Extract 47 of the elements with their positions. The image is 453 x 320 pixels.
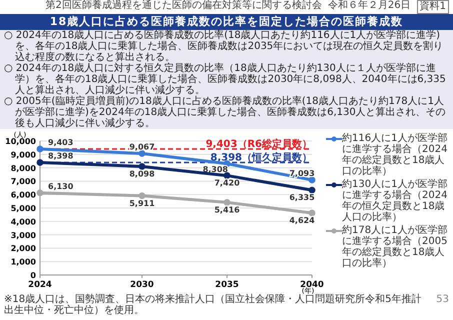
y-tick-label: 6,000 <box>10 190 36 200</box>
point <box>308 186 316 194</box>
point <box>36 159 44 166</box>
ref-line-label: 8,398（恒久定員数） <box>210 151 312 164</box>
data-label: 8,398 <box>48 151 74 160</box>
point <box>36 146 44 152</box>
data-label: 4,624 <box>289 216 316 226</box>
y-tick-label: 5,000 <box>10 204 36 213</box>
data-label: 8,098 <box>129 169 156 178</box>
ref-line-label: 9,403（R6総定員数） <box>206 138 312 150</box>
text: ○ 2024年の18歳人口に占める医師養成数の比率(18歳人口あたり約116人に1人が医学部に進学)を、各年の18歳人口に乗算した場合、医師養成数は2035年においては現在の恒久定員数を割り込む程度の数になると算出される。 <box>4 30 444 63</box>
chart-title: 18歳人口に占める医師養成数の比率を固定した場合の医師養成数 <box>0 14 453 30</box>
data-label: 9,403 <box>48 138 74 147</box>
y-tick-label: 9,000 <box>10 150 36 160</box>
y-tick-label: 3,000 <box>10 230 36 240</box>
text: ※18歳人口は、国勢調査、日本の将来推計人口（国立社会保障・人口問題研究所令和5年推計出生中位・死亡中位）を使用。 <box>4 294 422 316</box>
x-tick-label: 2024 <box>28 280 52 290</box>
data-label: 5,416 <box>214 205 240 214</box>
data-label: 6,335 <box>289 193 316 202</box>
text: ○ 2005年(臨時定員増員前)の18歳人口に占める医師養成数の比率(18歳人口あたり約178人に1人が医学部に進学)を2024年の18歳人口に乗算した場合、医師養成数は6,130人と算出され、その後も人口減少に伴い減少する。 <box>4 96 447 129</box>
data-label: 7,420 <box>214 178 240 188</box>
legend-label: 約130人に1人が医学部に進学する場合（2024年の恒久定員数と18歳人口の比率） <box>342 179 448 223</box>
text: ○ 2024年の18歳人口に対する恒久定員数の比率（18歳人口あたり約130人に１人が医学部に進学）を、各年の18歳人口に乗算した場合、医師養成数は2030年に8,098人、2040年には6,335人と算出され、人口減少に伴い減少する。 <box>4 63 447 96</box>
x-tick-label: 2030 <box>130 280 154 290</box>
x-tick-label: 2035 <box>215 280 239 290</box>
y-tick-label: 10,000 <box>5 137 36 146</box>
legend-label: 約116人に1人が医学部に進学する場合（2024年の総定員数と18歳人口の比率） <box>342 133 448 177</box>
point <box>36 189 44 196</box>
legend-label: 約178人に1人が医学部に進学する場合（2005年の総定員数と18歳人口の比率） <box>342 225 448 269</box>
y-tick-label: 4,000 <box>10 217 36 226</box>
y-tick-label: 7,000 <box>10 177 36 186</box>
data-label: 8,308 <box>202 165 228 174</box>
data-label: 6,130 <box>48 182 74 191</box>
text: 令和６年２月26日 <box>328 0 411 13</box>
point <box>224 199 230 206</box>
data-label: 5,911 <box>129 198 156 208</box>
y-tick-label: 1,000 <box>10 258 36 267</box>
y-tick-label: 2,000 <box>10 244 36 254</box>
point <box>308 210 316 216</box>
point <box>138 192 146 200</box>
text: 53 <box>436 294 449 307</box>
point <box>224 172 230 179</box>
data-label: 7,093 <box>289 168 315 178</box>
y-tick-label: 8,000 <box>10 164 36 173</box>
text: 資料1 <box>416 0 449 14</box>
point <box>138 163 146 170</box>
y-tick-label: 0 <box>30 271 36 280</box>
